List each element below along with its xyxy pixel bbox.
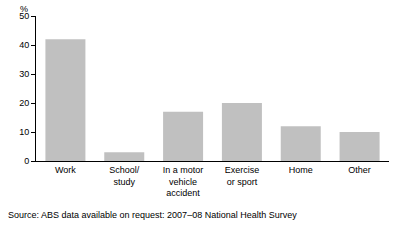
svg-text:%: %: [20, 4, 28, 14]
svg-text:10: 10: [19, 127, 29, 137]
svg-text:Exerciseor sport: Exerciseor sport: [225, 165, 260, 187]
svg-text:30: 30: [19, 69, 29, 79]
svg-text:Source: ABS data available on: Source: ABS data available on request: 2…: [8, 210, 297, 220]
svg-text:0: 0: [24, 156, 29, 166]
svg-text:Other: Other: [348, 165, 371, 175]
svg-text:In a motorvehicleaccident: In a motorvehicleaccident: [163, 165, 204, 198]
svg-text:Home: Home: [289, 165, 313, 175]
svg-text:50: 50: [19, 11, 29, 21]
svg-text:40: 40: [19, 40, 29, 50]
svg-text:20: 20: [19, 98, 29, 108]
svg-text:School/study: School/study: [109, 165, 140, 187]
svg-text:Work: Work: [55, 165, 76, 175]
